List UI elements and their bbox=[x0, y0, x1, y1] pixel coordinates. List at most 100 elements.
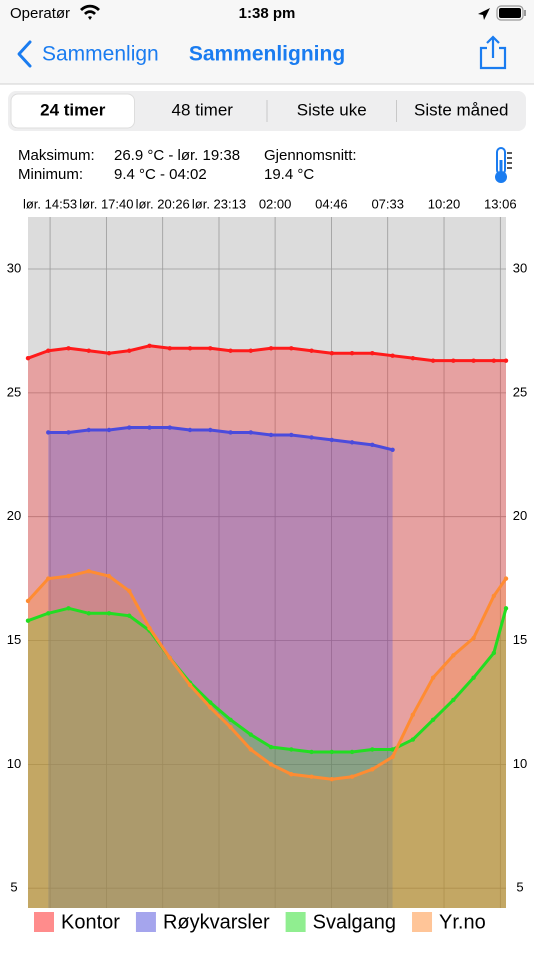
point bbox=[106, 351, 112, 356]
point bbox=[66, 346, 71, 351]
point bbox=[390, 747, 395, 752]
grid bbox=[28, 217, 506, 908]
point bbox=[329, 351, 335, 356]
segment-selected bbox=[10, 93, 135, 129]
point bbox=[268, 432, 274, 438]
y-tick-label: 20 bbox=[7, 508, 21, 523]
point bbox=[228, 430, 233, 435]
point bbox=[471, 635, 476, 641]
point bbox=[410, 712, 416, 718]
y2-tick-label: 10 bbox=[513, 756, 527, 771]
point bbox=[370, 767, 375, 772]
point bbox=[410, 355, 416, 361]
battery-icon bbox=[496, 5, 526, 21]
point bbox=[491, 650, 497, 656]
point bbox=[370, 747, 375, 752]
area-fill bbox=[28, 608, 506, 908]
point bbox=[329, 777, 335, 782]
point bbox=[430, 358, 436, 363]
point bbox=[228, 725, 233, 730]
legend-label: Yr.no bbox=[439, 911, 486, 933]
area-fill bbox=[48, 427, 393, 908]
point bbox=[86, 568, 91, 574]
segment[interactable]: 48 timer bbox=[172, 100, 234, 119]
point bbox=[268, 744, 274, 750]
point bbox=[329, 437, 335, 443]
stat-value: 26.9 °C - lør. 19:38 bbox=[114, 147, 240, 164]
plot-bg bbox=[28, 217, 506, 908]
point bbox=[106, 611, 112, 616]
point bbox=[289, 432, 294, 438]
area-fill bbox=[28, 345, 506, 908]
y-tick-label: 30 bbox=[7, 260, 21, 275]
point bbox=[390, 353, 395, 358]
point bbox=[349, 774, 355, 779]
point bbox=[248, 732, 253, 737]
stat-value: 9.4 °C - 04:02 bbox=[114, 166, 207, 183]
point bbox=[86, 348, 91, 353]
point bbox=[491, 593, 497, 599]
point bbox=[147, 425, 152, 430]
back-label[interactable]: Sammenlign bbox=[42, 43, 159, 66]
point bbox=[349, 351, 355, 356]
point bbox=[329, 749, 335, 755]
point bbox=[127, 613, 132, 618]
y-tick-label: 5 bbox=[10, 880, 17, 895]
x-tick-label: lør. 17:40 bbox=[79, 196, 133, 211]
point bbox=[289, 346, 294, 351]
x-tick-label: 10:20 bbox=[428, 196, 461, 211]
point bbox=[187, 682, 193, 688]
point bbox=[147, 343, 152, 348]
point bbox=[503, 576, 509, 581]
point bbox=[86, 427, 91, 433]
point bbox=[208, 705, 213, 710]
point bbox=[471, 358, 476, 363]
point bbox=[248, 430, 253, 435]
x-tick-label: lør. 23:13 bbox=[192, 196, 246, 211]
segment[interactable]: Siste måned bbox=[414, 100, 509, 119]
point bbox=[503, 358, 509, 363]
point bbox=[503, 606, 509, 611]
point bbox=[46, 611, 51, 616]
y2-tick-label: 20 bbox=[513, 508, 527, 523]
x-tick-label: 04:46 bbox=[315, 196, 348, 211]
point bbox=[268, 346, 274, 351]
point bbox=[289, 772, 294, 777]
point bbox=[451, 653, 456, 658]
point bbox=[410, 737, 416, 742]
point bbox=[309, 348, 314, 353]
point bbox=[248, 747, 253, 752]
point bbox=[390, 447, 395, 453]
y-tick-label: 15 bbox=[7, 632, 21, 647]
back-button[interactable]: Sammenlign bbox=[17, 40, 159, 68]
point bbox=[66, 430, 71, 435]
point bbox=[390, 754, 395, 760]
point bbox=[46, 576, 51, 581]
legend-label: Kontor bbox=[61, 911, 120, 933]
nav-title: Sammenligning bbox=[189, 43, 345, 66]
point bbox=[451, 358, 456, 363]
share-button[interactable] bbox=[479, 35, 507, 70]
y-tick-label: 10 bbox=[7, 756, 21, 771]
x-tick-label: lør. 14:53 bbox=[23, 196, 77, 211]
point bbox=[106, 427, 112, 433]
point bbox=[187, 427, 193, 433]
stat-label: Minimum: bbox=[18, 166, 83, 183]
point bbox=[430, 675, 436, 680]
point bbox=[228, 717, 233, 722]
wifi-icon bbox=[80, 4, 100, 20]
point bbox=[167, 425, 172, 430]
chart: 5 5 10 10 15 15 20 20 25 25 30 30 lør. 14:53 lør. 17:… bbox=[7, 196, 527, 933]
point bbox=[127, 348, 132, 353]
segment[interactable]: Siste uke bbox=[297, 100, 367, 119]
point bbox=[451, 697, 456, 703]
point bbox=[25, 355, 31, 361]
y2-tick-label: 5 bbox=[516, 880, 523, 895]
header-bg bbox=[0, 0, 534, 84]
point bbox=[430, 717, 436, 722]
point bbox=[66, 606, 71, 611]
point bbox=[127, 588, 132, 594]
area-fill bbox=[28, 571, 506, 908]
segment[interactable]: 24 timer bbox=[40, 100, 106, 119]
point bbox=[370, 442, 375, 448]
